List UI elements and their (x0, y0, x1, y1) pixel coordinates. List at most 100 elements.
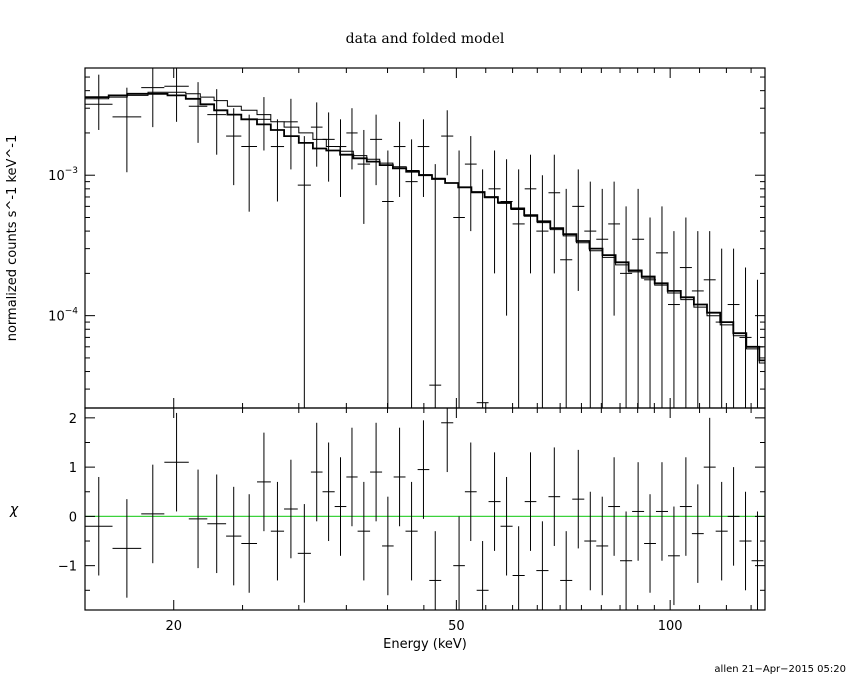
data-points (85, 68, 764, 408)
residual-point (334, 457, 347, 556)
y-tick-label: 2 (69, 412, 77, 427)
y-tick-label: 10−3 (48, 166, 78, 184)
data-point (270, 119, 285, 202)
residual-point (284, 459, 298, 559)
residual-point (500, 476, 513, 576)
residual-point (620, 511, 633, 610)
data-point (632, 188, 645, 408)
residual-point (476, 541, 489, 610)
data-point (453, 150, 465, 408)
data-point (679, 217, 692, 408)
data-point (739, 267, 752, 408)
bottom-panel-frame (84, 407, 766, 611)
data-point (257, 97, 271, 151)
data-point (488, 150, 501, 274)
bottom-y-tick-labels: −1 0 1 2 (58, 412, 77, 575)
data-point (464, 136, 477, 232)
residual-point (188, 469, 208, 569)
data-point (548, 154, 561, 274)
residual-point (357, 481, 371, 581)
x-tick-label: 100 (658, 619, 683, 634)
top-axis-ticks (84, 68, 765, 408)
x-tick-label: 20 (165, 619, 182, 634)
residual-point (655, 462, 668, 561)
data-point (334, 119, 347, 197)
residual-point (164, 412, 189, 512)
residual-point (596, 496, 609, 596)
residual-point (297, 504, 311, 603)
data-point (727, 248, 740, 408)
data-point (297, 136, 311, 408)
residual-point (207, 474, 227, 574)
residual-point (241, 494, 258, 593)
data-point (405, 139, 418, 408)
data-point (322, 112, 335, 182)
residual-point (608, 457, 621, 556)
data-point (357, 129, 371, 224)
top-y-tick-labels: 10−3 10−4 (48, 166, 78, 324)
data-point (370, 114, 383, 186)
residual-point (715, 481, 728, 581)
residual-point (691, 484, 704, 583)
residual-point (257, 432, 271, 532)
x-tick-labels: 20 50 100 (165, 619, 682, 634)
data-point (655, 206, 668, 408)
data-point (691, 231, 704, 408)
data-point (715, 248, 728, 408)
data-point (441, 110, 454, 176)
data-point (596, 188, 609, 408)
timestamp-stamp: allen 21−Apr−2015 05:20 (714, 664, 846, 675)
residual-point (524, 452, 537, 551)
residual-point (85, 476, 113, 576)
residual-point (572, 449, 585, 549)
residual-point (112, 499, 142, 598)
residual-point (644, 494, 656, 593)
data-point (584, 181, 597, 408)
data-point (382, 150, 394, 408)
residual-point (560, 531, 573, 610)
top-panel: 10−3 10−4 normalized counts s^-1 keV^-1 (5, 67, 766, 409)
residual-point (270, 481, 285, 581)
residual-point (703, 417, 716, 517)
data-point (188, 82, 208, 143)
residual-point (667, 506, 680, 606)
residual-point (370, 422, 383, 522)
residual-point (429, 531, 442, 610)
y-tick-label: 0 (69, 510, 77, 525)
data-point (608, 181, 621, 316)
residual-point (512, 526, 525, 610)
residual-point (679, 457, 692, 556)
residual-point (727, 467, 740, 566)
residual-point (488, 452, 501, 551)
residual-point (548, 447, 561, 546)
residual-point (405, 481, 418, 581)
residual-point (346, 427, 358, 527)
data-point (112, 87, 142, 173)
x-tick-label: 50 (448, 619, 465, 634)
data-point (141, 68, 165, 128)
y-tick-label: 10−4 (48, 307, 78, 325)
data-point (241, 114, 258, 212)
residual-point (584, 491, 597, 591)
data-point (417, 119, 430, 197)
residual-point (393, 427, 406, 527)
data-point (476, 169, 489, 408)
model-curves (85, 91, 765, 364)
data-point (572, 169, 585, 291)
residual-point (226, 486, 242, 586)
residual-point (632, 462, 645, 561)
chart-title: data and folded model (346, 31, 505, 47)
data-point (703, 231, 716, 408)
residual-point (310, 422, 323, 522)
bottom-panel: −1 0 1 2 20 50 100 χ Energy (keV) (9, 407, 766, 652)
y-tick-label: 1 (69, 461, 77, 476)
bottom-axis-ticks (84, 408, 765, 610)
residual-point (464, 442, 477, 542)
residual-point (739, 491, 752, 591)
data-point (524, 154, 537, 274)
residual-point (536, 521, 549, 610)
residual-point (322, 442, 335, 542)
residual-point (453, 516, 465, 610)
data-point (644, 217, 656, 408)
